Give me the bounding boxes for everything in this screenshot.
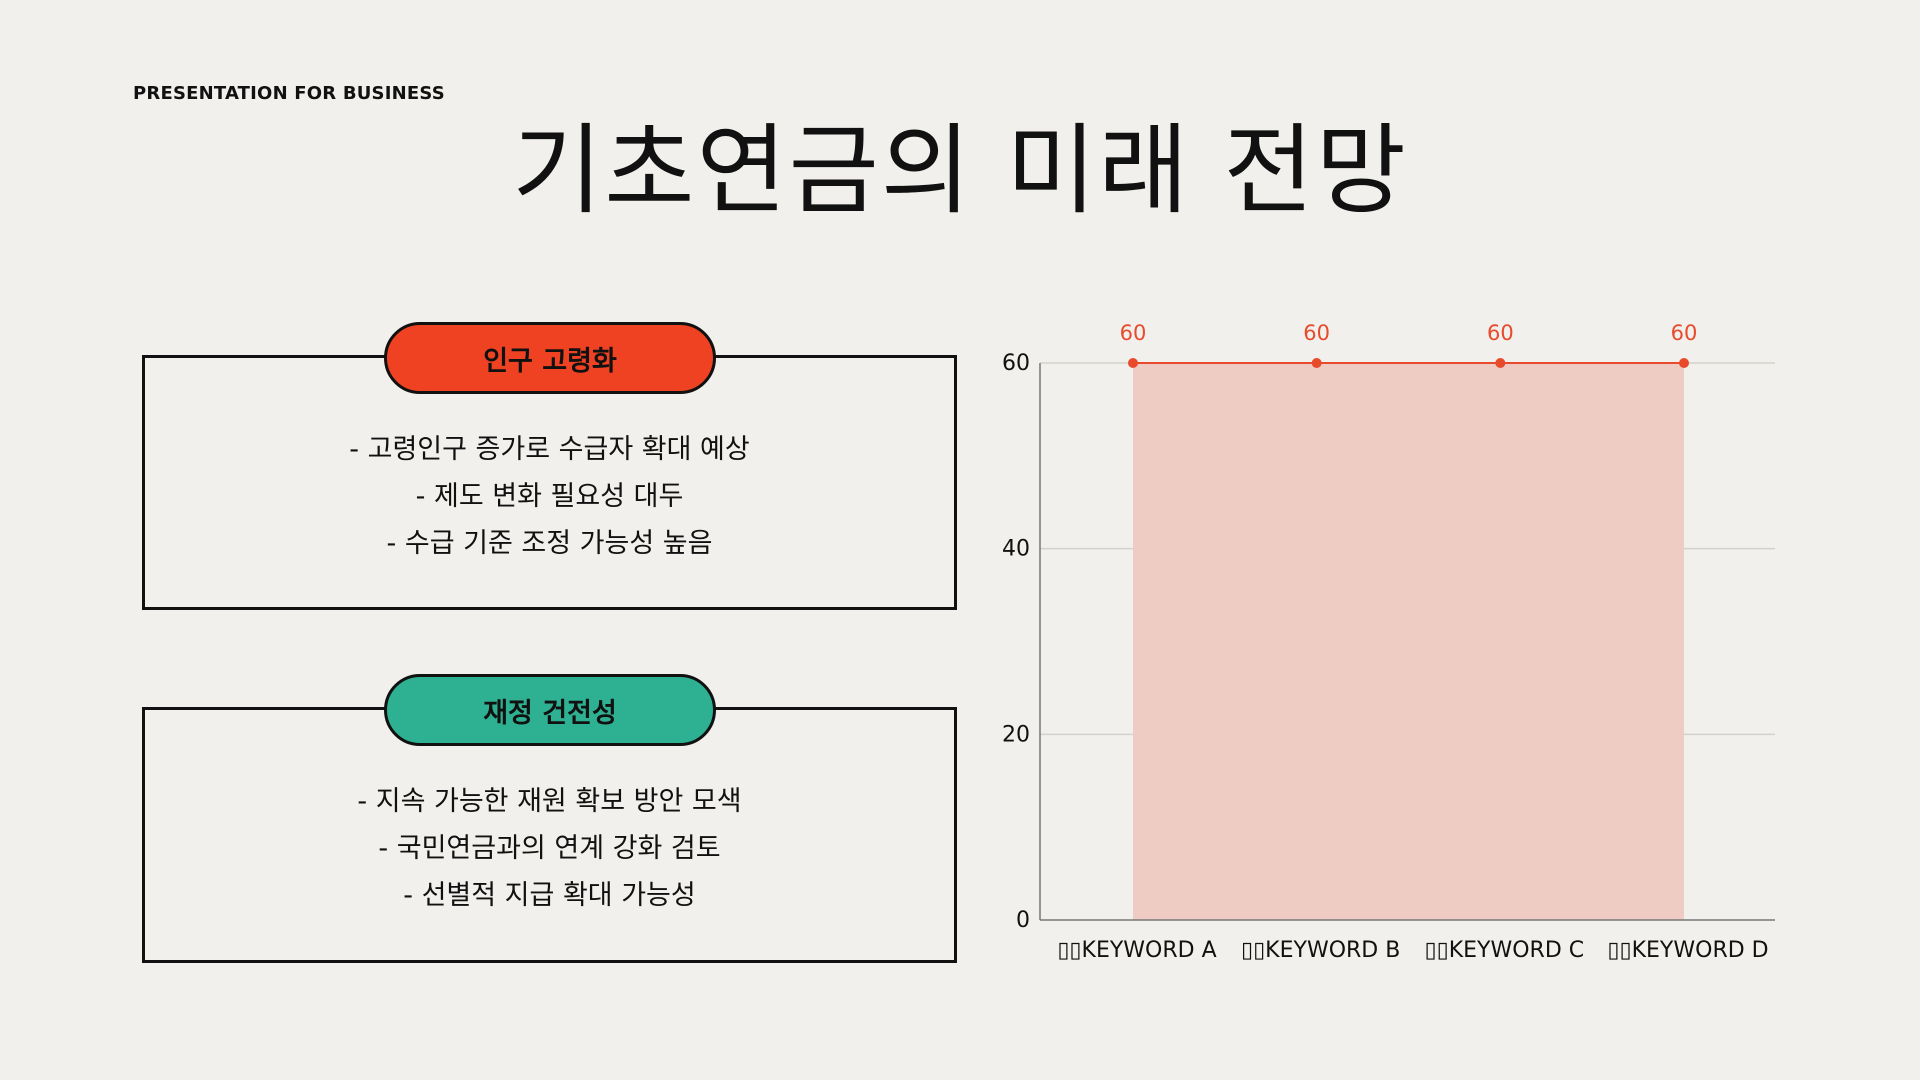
bullet-item: - 지속 가능한 재원 확보 방안 모색 — [357, 786, 742, 817]
x-category-label: ▯▯KEYWORD D — [1607, 938, 1768, 963]
data-label: 60 — [1120, 321, 1147, 345]
card-fiscal-bullets: - 지속 가능한 재원 확보 방안 모색 - 국민연금과의 연계 강화 검토 -… — [145, 778, 954, 919]
card-fiscal: - 지속 가능한 재원 확보 방안 모색 - 국민연금과의 연계 강화 검토 -… — [142, 707, 957, 963]
y-tick-label: 20 — [1002, 722, 1030, 747]
y-tick-label: 0 — [1016, 908, 1030, 933]
eyebrow-text: PRESENTATION FOR BUSINESS — [133, 83, 445, 104]
area-chart: 0 20 40 60 60 60 60 60 ▯▯KEYWORD A ▯▯KEYWORD B ▯▯K… — [1002, 321, 1775, 963]
x-category-label: ▯▯KEYWORD A — [1057, 938, 1216, 963]
data-label: 60 — [1303, 321, 1330, 345]
data-label: 60 — [1671, 321, 1698, 345]
bullet-item: - 제도 변화 필요성 대두 — [415, 481, 684, 512]
x-category-label: ▯▯KEYWORD B — [1241, 938, 1400, 963]
bullet-item: - 선별적 지급 확대 가능성 — [403, 880, 696, 911]
bullet-item: - 국민연금과의 연계 강화 검토 — [378, 833, 721, 864]
card-fiscal-heading: 재정 건전성 — [384, 674, 716, 746]
x-category-label: ▯▯KEYWORD C — [1425, 938, 1585, 963]
data-point — [1128, 358, 1138, 368]
page-title: 기초연금의 미래 전망 — [512, 114, 1408, 228]
bullet-item: - 수급 기준 조정 가능성 높음 — [386, 528, 713, 559]
card-aging: - 고령인구 증가로 수급자 확대 예상 - 제도 변화 필요성 대두 - 수급… — [142, 355, 957, 610]
area-fill — [1133, 363, 1684, 920]
data-point — [1495, 358, 1506, 368]
data-point — [1311, 358, 1322, 368]
card-aging-heading: 인구 고령화 — [384, 322, 716, 394]
bullet-item: - 고령인구 증가로 수급자 확대 예상 — [349, 434, 750, 465]
data-point — [1679, 358, 1689, 368]
card-aging-bullets: - 고령인구 증가로 수급자 확대 예상 - 제도 변화 필요성 대두 - 수급… — [145, 426, 954, 567]
data-label: 60 — [1487, 321, 1514, 345]
y-tick-label: 40 — [1002, 537, 1030, 562]
y-tick-label: 60 — [1002, 351, 1030, 376]
